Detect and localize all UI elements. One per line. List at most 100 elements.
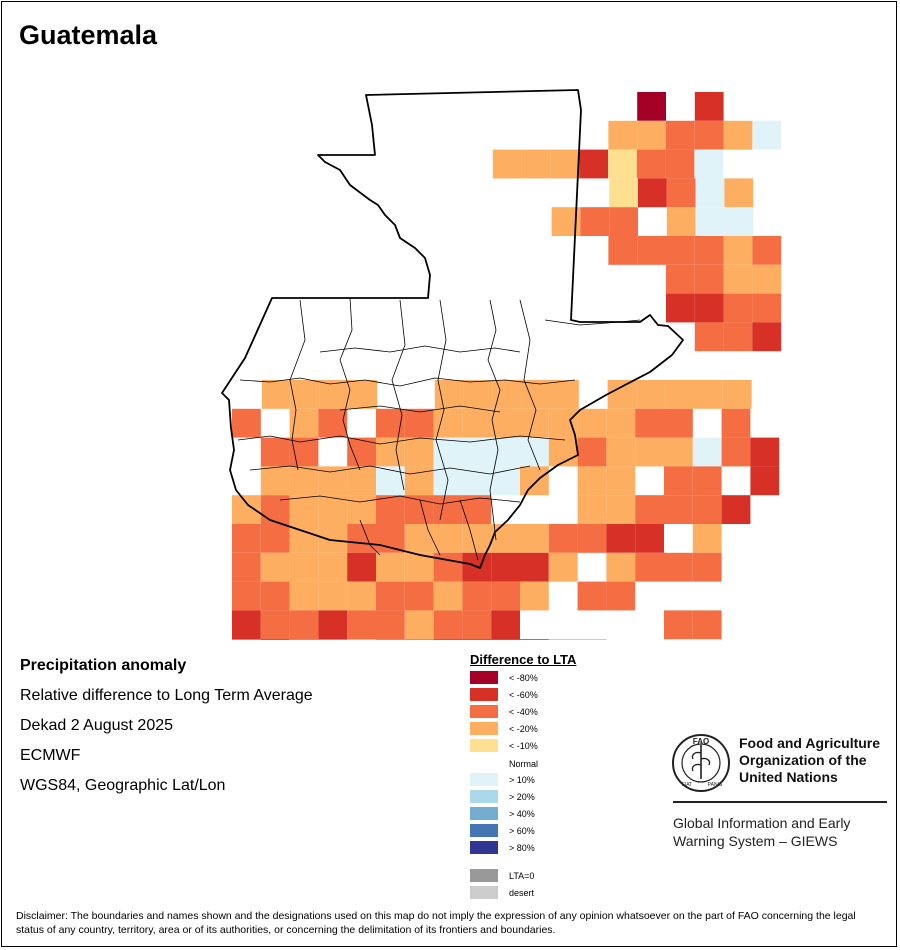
anomaly-cell xyxy=(260,639,290,640)
anomaly-cell xyxy=(462,466,492,496)
legend-label: < -60% xyxy=(509,689,538,700)
boundary-line xyxy=(419,499,441,556)
anomaly-cell xyxy=(606,495,636,524)
anomaly-cell xyxy=(694,92,724,121)
anomaly-cell xyxy=(724,207,754,236)
boundary-line xyxy=(279,495,521,505)
anomaly-cell xyxy=(692,524,722,553)
anomaly-cell xyxy=(289,581,319,611)
anomaly-cell xyxy=(491,552,520,582)
anomaly-cell xyxy=(376,639,405,640)
anomaly-cell xyxy=(636,149,666,179)
anomaly-cell xyxy=(606,408,636,438)
anomaly-cell xyxy=(695,207,725,236)
anomaly-cell xyxy=(232,495,261,524)
anomaly-cell xyxy=(635,552,664,582)
anomaly-cell xyxy=(433,552,463,582)
anomaly-cell xyxy=(692,466,722,496)
legend-item: < -10% xyxy=(470,739,538,752)
anomaly-cell xyxy=(724,178,754,208)
legend-swatch xyxy=(470,807,498,820)
legend-item: < -60% xyxy=(470,688,538,701)
anomaly-cell xyxy=(723,264,753,294)
anomaly-cell xyxy=(376,581,405,611)
legend-label: < -10% xyxy=(509,740,538,751)
map-title: Guatemala xyxy=(19,20,158,50)
anomaly-cell xyxy=(606,524,636,553)
legend-item: > 40% xyxy=(470,807,535,820)
anomaly-cell xyxy=(723,120,753,150)
anomaly-cell xyxy=(433,495,463,524)
boundary-line xyxy=(459,499,479,561)
anomaly-cell xyxy=(404,408,434,438)
anomaly-cell xyxy=(462,524,492,553)
legend-item: < -80% xyxy=(470,671,538,684)
anomaly-cell xyxy=(695,178,725,208)
anomaly-cell xyxy=(260,552,290,582)
anomaly-cell xyxy=(580,207,610,236)
giews-name: Global Information and Early Warning Sys… xyxy=(673,815,851,849)
anomaly-cell xyxy=(664,495,693,524)
anomaly-cell xyxy=(577,639,607,640)
anomaly-cell xyxy=(260,581,290,611)
anomaly-cell xyxy=(318,581,348,611)
anomaly-cell xyxy=(404,639,434,640)
anomaly-cell xyxy=(520,524,549,553)
anomaly-cell xyxy=(318,408,348,438)
legend-item: > 80% xyxy=(470,841,535,854)
divider xyxy=(673,801,887,803)
legend-swatch xyxy=(470,886,498,899)
anomaly-cell xyxy=(606,581,636,611)
anomaly-cell xyxy=(376,408,405,438)
projection-label: WGS84, Geographic Lat/Lon xyxy=(20,777,226,794)
legend-swatch xyxy=(470,824,498,837)
source-label: ECMWF xyxy=(20,747,81,764)
legend-item: > 60% xyxy=(470,824,535,837)
legend-item: > 10% xyxy=(470,773,535,786)
anomaly-grid xyxy=(232,92,782,640)
anomaly-cell xyxy=(434,380,464,409)
anomaly-cell xyxy=(376,495,405,524)
anomaly-cell xyxy=(752,236,782,265)
anomaly-cell xyxy=(635,524,664,553)
anomaly-cell xyxy=(723,236,753,265)
anomaly-cell xyxy=(462,408,492,438)
anomaly-cell xyxy=(318,552,348,582)
anomaly-map xyxy=(221,89,782,640)
anomaly-cell xyxy=(347,437,376,467)
legend-label: < -40% xyxy=(509,706,538,717)
boundary-line xyxy=(319,345,521,353)
anomaly-cell xyxy=(548,408,578,438)
anomaly-cell xyxy=(637,120,666,150)
anomaly-cell xyxy=(260,524,290,553)
legend-label: > 60% xyxy=(509,825,535,836)
anomaly-cell xyxy=(319,380,349,409)
legend-swatch xyxy=(470,739,498,752)
anomaly-cell xyxy=(694,322,724,352)
fao-logo-ring-left: FIAT xyxy=(682,782,692,788)
anomaly-cell xyxy=(462,610,492,640)
anomaly-cell xyxy=(260,437,290,467)
fao-logo-ring-right: PANIS xyxy=(708,782,723,788)
anomaly-cell xyxy=(260,495,290,524)
anomaly-cell xyxy=(260,466,290,496)
anomaly-cell xyxy=(491,610,520,640)
anomaly-cell xyxy=(492,380,522,409)
boundary-line xyxy=(339,405,501,413)
anomaly-cell xyxy=(318,610,348,640)
legend-label: > 80% xyxy=(509,842,535,853)
anomaly-cell xyxy=(548,639,578,640)
anomaly-cell xyxy=(318,495,348,524)
legend-swatch xyxy=(470,869,498,882)
anomaly-cell xyxy=(637,236,666,265)
anomaly-cell xyxy=(404,581,434,611)
anomaly-cell xyxy=(606,466,636,496)
anomaly-cell xyxy=(348,380,378,409)
anomaly-cell xyxy=(606,437,636,467)
legend-label: > 20% xyxy=(509,791,535,802)
anomaly-cell xyxy=(550,149,580,179)
anomaly-cell xyxy=(692,610,722,640)
legend-swatch xyxy=(470,705,498,718)
anomaly-cell xyxy=(694,293,724,323)
anomaly-cell xyxy=(692,495,722,524)
